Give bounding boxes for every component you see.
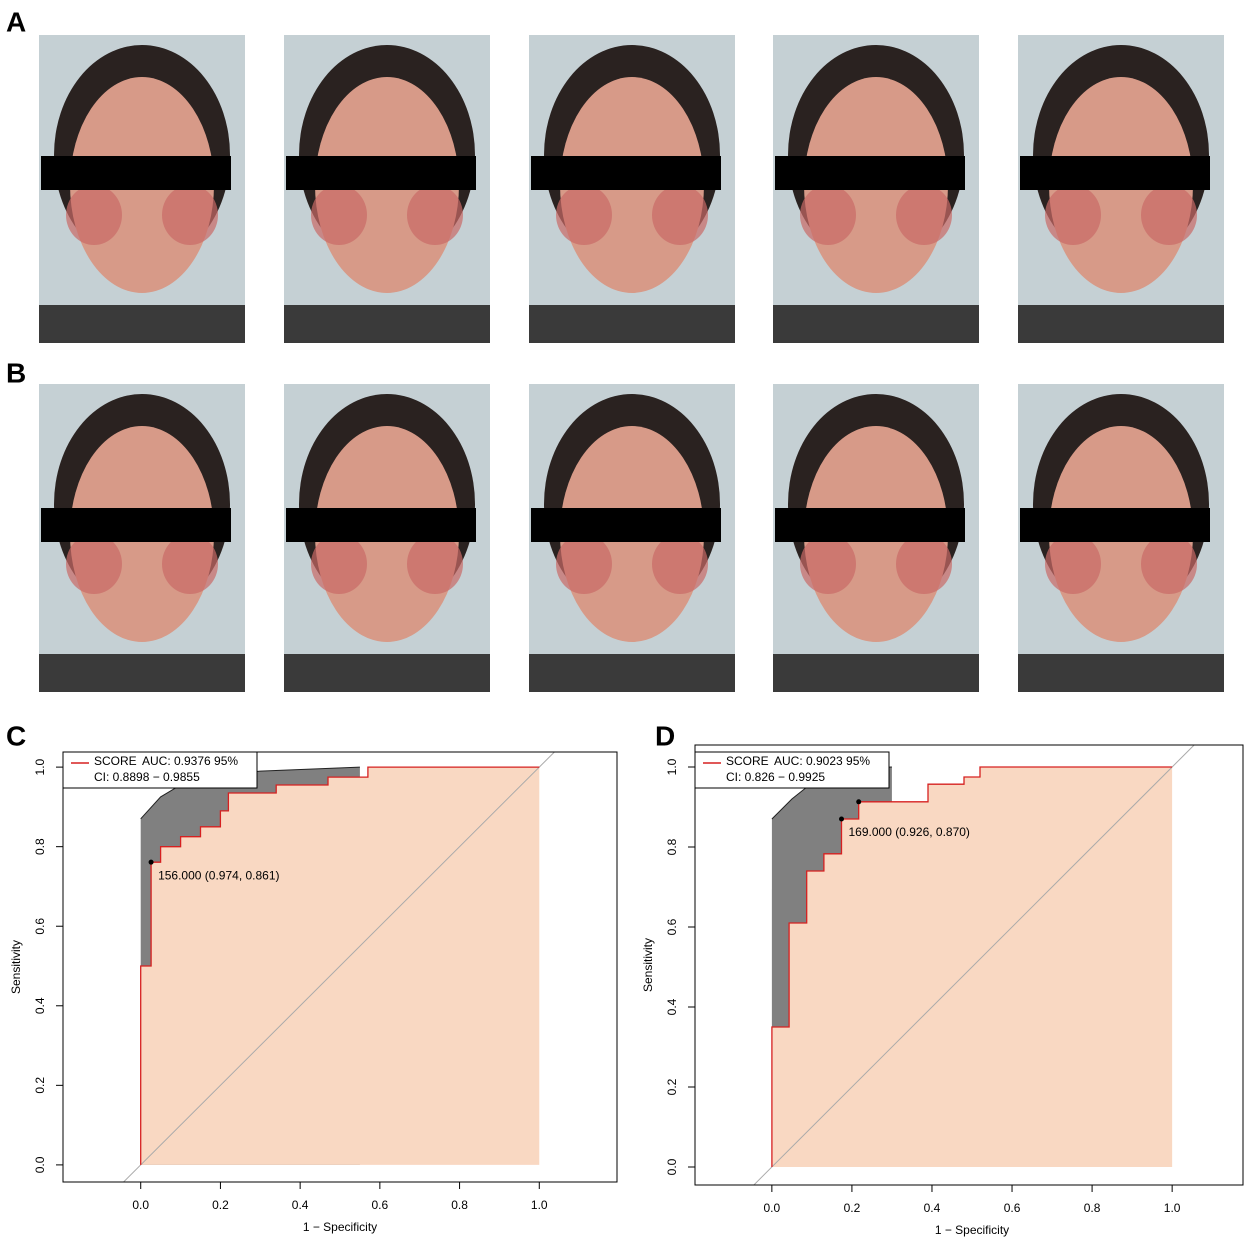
legend-label: SCORE — [94, 754, 137, 768]
y-axis-label: Sensitivity — [641, 938, 655, 992]
chance-line — [123, 751, 555, 1183]
legend-ci: CI: 0.826 − 0.9925 — [726, 770, 825, 784]
photo-cheek — [407, 185, 463, 245]
eye-bar — [286, 508, 476, 542]
panel-label: A — [6, 6, 26, 37]
eye-bar — [41, 156, 231, 190]
photo-cheek — [1141, 534, 1197, 594]
panel-label: D — [655, 720, 675, 751]
x-tick-label: 1.0 — [1164, 1201, 1181, 1215]
y-tick-label: 0.2 — [33, 1077, 47, 1094]
plot-frame — [62, 751, 618, 1183]
photo-cheek — [1141, 185, 1197, 245]
eye-bar — [531, 156, 721, 190]
photo-cheek — [66, 185, 122, 245]
cutoff-point — [856, 799, 862, 805]
y-tick-label: 0.6 — [33, 918, 47, 935]
photo-cheek — [896, 534, 952, 594]
eye-bar — [286, 156, 476, 190]
photo-clothes — [1018, 305, 1224, 343]
eye-bar — [41, 508, 231, 542]
photo-cheek — [800, 185, 856, 245]
x-tick-label: 0.8 — [1084, 1201, 1101, 1215]
y-tick-label: 0.0 — [665, 1158, 679, 1175]
eye-bar — [1020, 156, 1210, 190]
legend-label: SCORE — [726, 754, 769, 768]
legend-auc: AUC: 0.9376 95% — [142, 754, 238, 768]
x-tick-label: 0.4 — [292, 1198, 309, 1212]
y-tick-label: 0.8 — [33, 838, 47, 855]
legend-auc: AUC: 0.9023 95% — [774, 754, 870, 768]
plot-frame — [694, 744, 1244, 1186]
y-tick-label: 1.0 — [33, 758, 47, 775]
photo-clothes — [773, 654, 979, 692]
x-tick-label: 0.6 — [372, 1198, 389, 1212]
photo-clothes — [1018, 654, 1224, 692]
eye-bar — [1020, 508, 1210, 542]
cutoff-point — [148, 859, 154, 865]
legend-ci: CI: 0.8898 − 0.9855 — [94, 770, 200, 784]
photo-clothes — [39, 305, 245, 343]
cutoff-point — [839, 816, 845, 822]
photo-cheek — [556, 534, 612, 594]
x-axis-label: 1 − Specificity — [303, 1220, 377, 1234]
y-axis-label: Sensitivity — [9, 940, 23, 994]
photo-clothes — [284, 305, 490, 343]
photo-cheek — [407, 534, 463, 594]
x-tick-label: 0.0 — [132, 1198, 149, 1212]
x-tick-label: 0.8 — [451, 1198, 468, 1212]
y-tick-label: 0.6 — [665, 918, 679, 935]
y-tick-label: 0.8 — [665, 838, 679, 855]
x-tick-label: 1.0 — [531, 1198, 548, 1212]
photo-clothes — [773, 305, 979, 343]
photo-cheek — [1045, 185, 1101, 245]
eye-bar — [775, 156, 965, 190]
x-axis-label: 1 − Specificity — [935, 1223, 1009, 1237]
y-tick-label: 0.2 — [665, 1078, 679, 1095]
legend-box — [694, 751, 890, 789]
cutoff-annotation: 169.000 (0.926, 0.870) — [849, 825, 970, 839]
cutoff-annotation: 156.000 (0.974, 0.861) — [158, 868, 279, 882]
photo-cheek — [896, 185, 952, 245]
photo-cheek — [800, 534, 856, 594]
photo-cheek — [311, 534, 367, 594]
x-tick-label: 0.2 — [212, 1198, 229, 1212]
photo-cheek — [162, 185, 218, 245]
x-tick-label: 0.0 — [764, 1201, 781, 1215]
x-tick-label: 0.2 — [844, 1201, 861, 1215]
panel-label: C — [6, 720, 26, 751]
photo-clothes — [529, 305, 735, 343]
photo-cheek — [162, 534, 218, 594]
y-tick-label: 1.0 — [665, 758, 679, 775]
x-tick-label: 0.6 — [1004, 1201, 1021, 1215]
photo-cheek — [652, 185, 708, 245]
eye-bar — [775, 508, 965, 542]
photo-clothes — [529, 654, 735, 692]
y-tick-label: 0.4 — [665, 998, 679, 1015]
photo-cheek — [1045, 534, 1101, 594]
panel-label: B — [6, 357, 26, 388]
y-tick-label: 0.0 — [33, 1156, 47, 1173]
legend-box — [62, 751, 258, 789]
eye-bar — [531, 508, 721, 542]
photo-cheek — [652, 534, 708, 594]
photo-cheek — [556, 185, 612, 245]
roc-line — [140, 766, 540, 1165]
photo-clothes — [284, 654, 490, 692]
photo-cheek — [311, 185, 367, 245]
x-tick-label: 0.4 — [924, 1201, 941, 1215]
chance-line — [753, 744, 1195, 1186]
photo-cheek — [66, 534, 122, 594]
y-tick-label: 0.4 — [33, 997, 47, 1014]
photo-clothes — [39, 654, 245, 692]
